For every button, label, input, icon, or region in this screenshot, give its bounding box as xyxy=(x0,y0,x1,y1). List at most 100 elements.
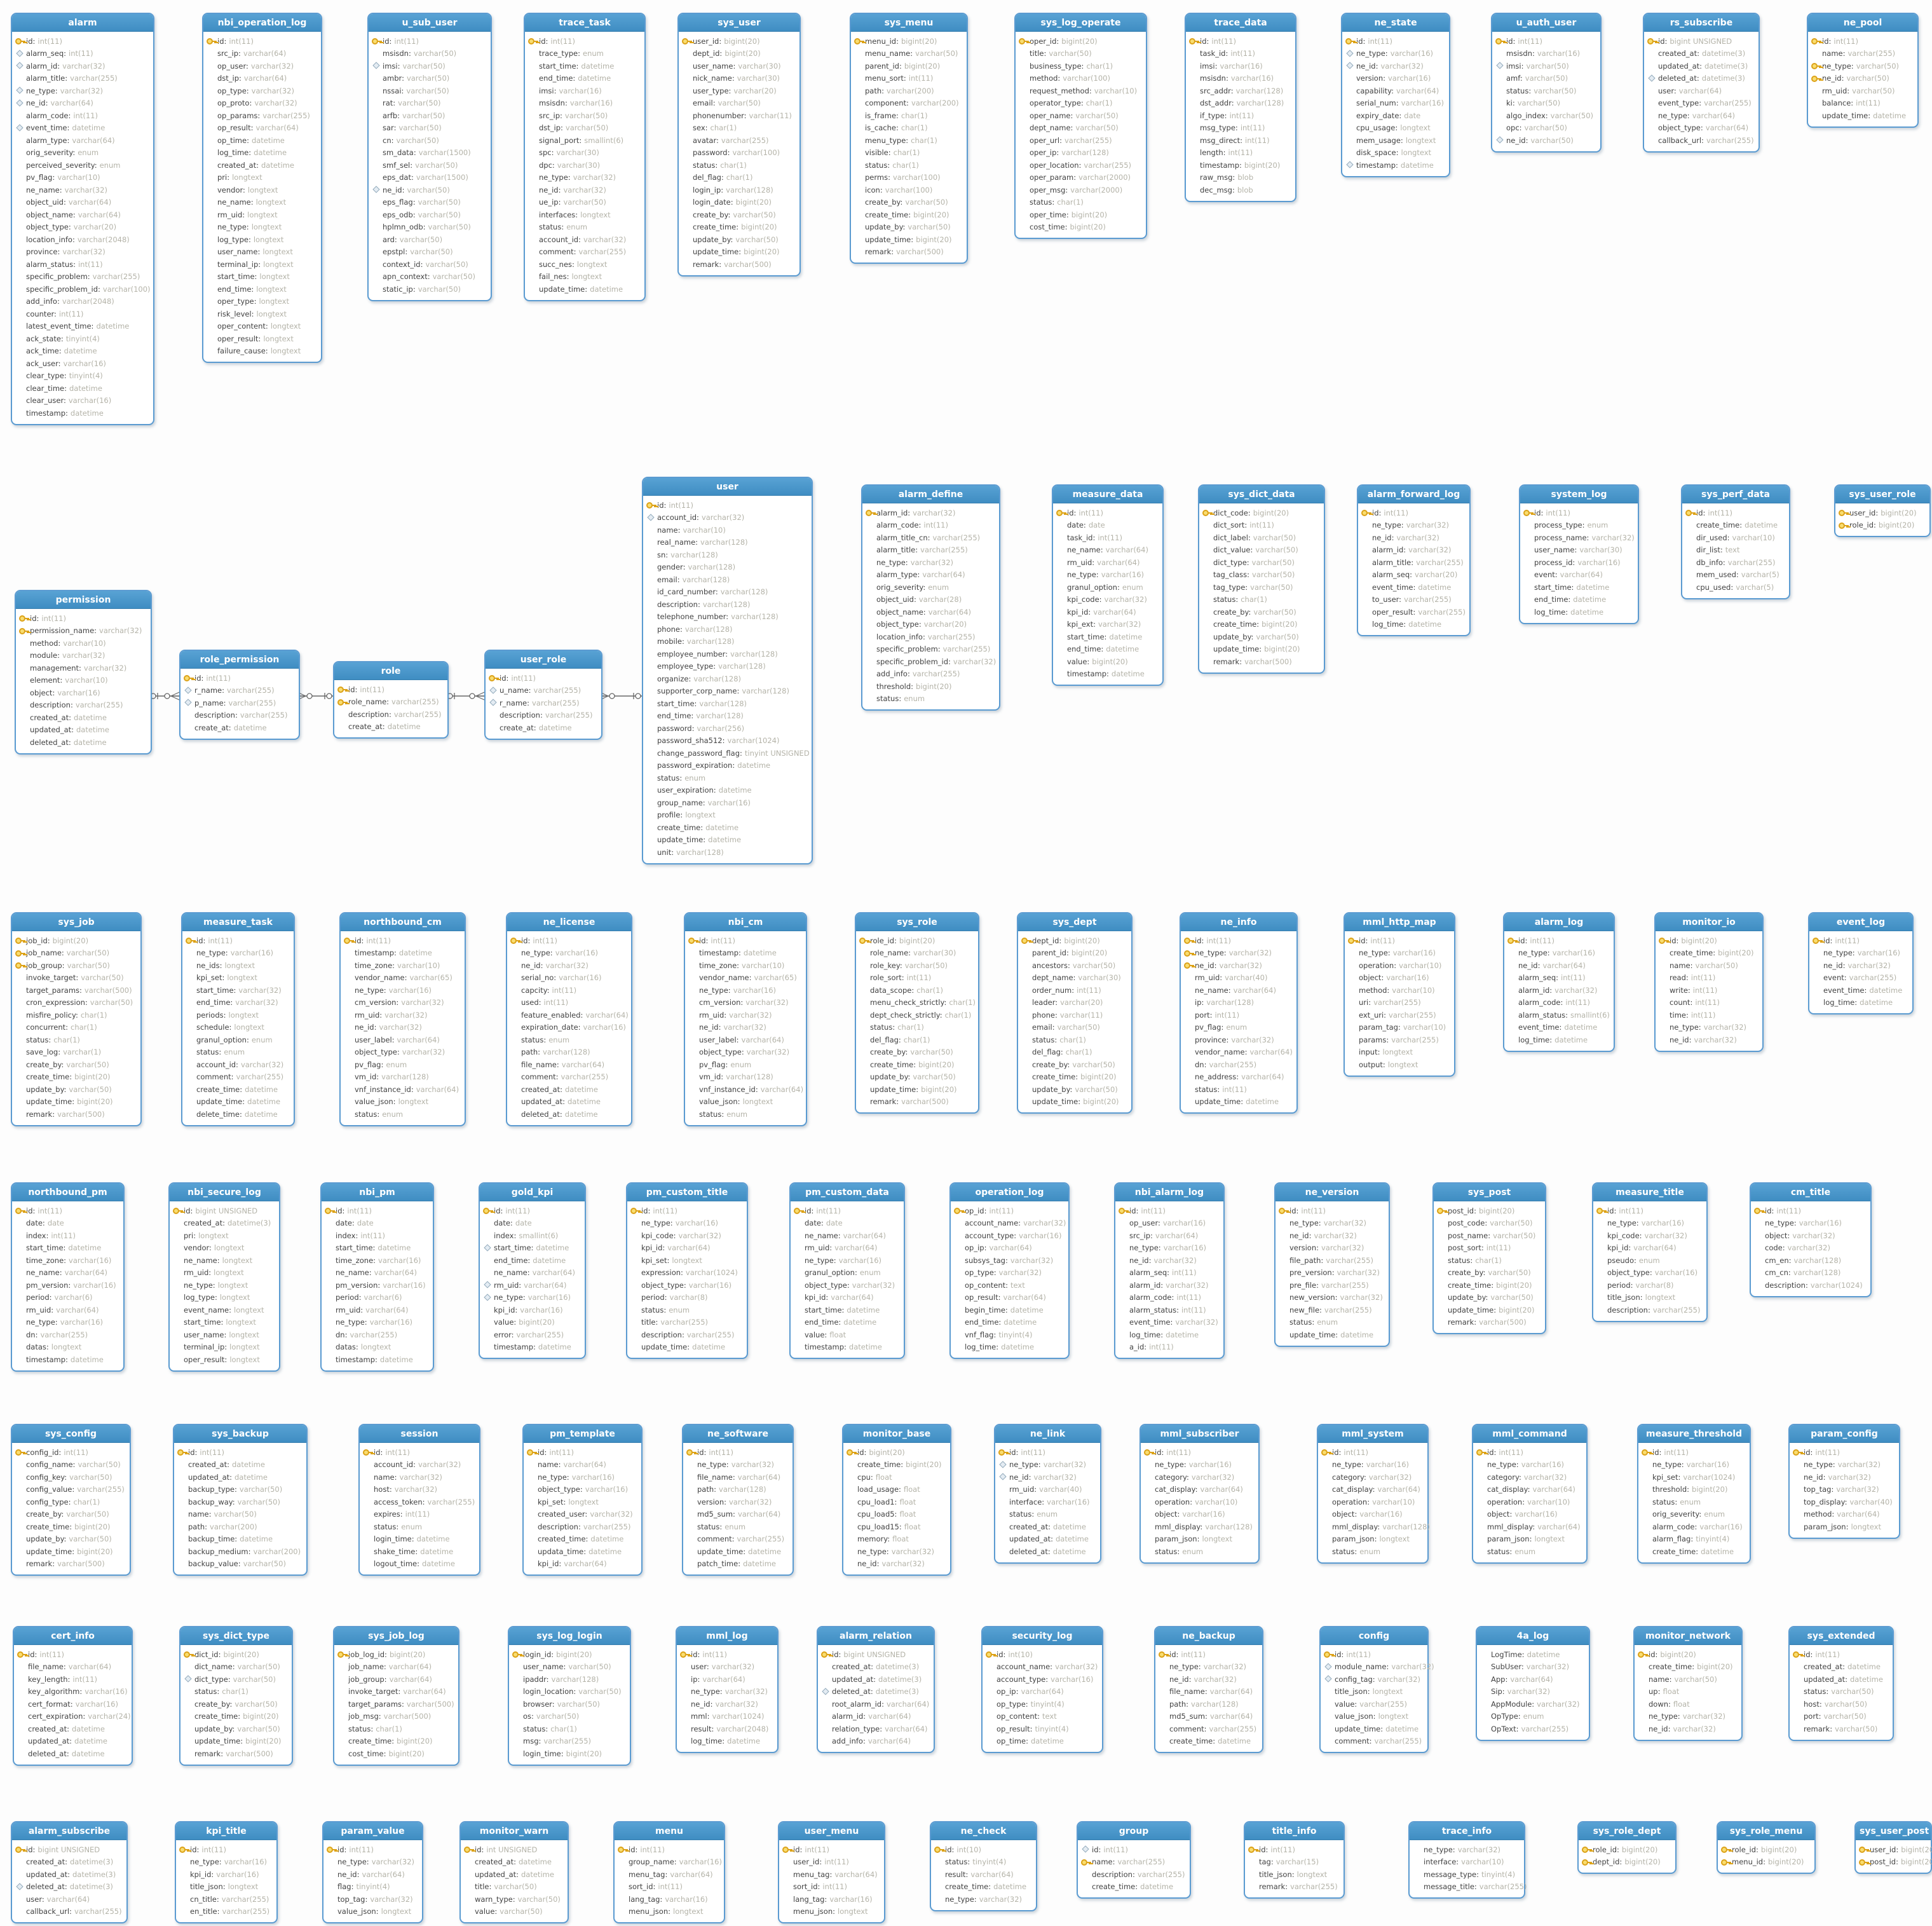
table-header[interactable]: ne_state xyxy=(1342,14,1449,32)
table-header[interactable]: monitor_warn xyxy=(461,1822,568,1840)
table-header[interactable]: sys_config xyxy=(12,1425,130,1443)
table-header[interactable]: role_permission xyxy=(180,651,299,669)
table-sys_menu[interactable]: sys_menu menu_id: bigint(20) menu_name: varc… xyxy=(850,13,968,264)
table-sys_extended[interactable]: sys_extended id: int(11) created_at: datetim… xyxy=(1788,1626,1894,1741)
table-trace_info[interactable]: trace_info ne_type: varchar(32) interface: v… xyxy=(1408,1821,1527,1899)
table-rs_subscribe[interactable]: rs_subscribe id: bigint UNSIGNED created_at… xyxy=(1643,13,1760,153)
table-header[interactable]: sys_perf_data xyxy=(1682,486,1789,503)
table-header[interactable]: trace_data xyxy=(1186,14,1295,32)
table-header[interactable]: sys_extended xyxy=(1790,1627,1893,1645)
table-header[interactable]: mml_log xyxy=(677,1627,777,1645)
table-header[interactable]: sys_job_log xyxy=(334,1627,458,1645)
table-monitor_base[interactable]: monitor_base id: bigint(20) create_time: big… xyxy=(842,1424,951,1576)
table-header[interactable]: session xyxy=(360,1425,479,1443)
table-sys_role_menu[interactable]: sys_role_menu role_id: bigint(20) menu_id: b… xyxy=(1717,1821,1816,1874)
table-header[interactable]: alarm xyxy=(12,14,153,32)
table-sys_job[interactable]: sys_job job_id: bigint(20) job_name: varchar… xyxy=(11,912,142,1126)
table-header[interactable]: sys_user_role xyxy=(1835,486,1929,503)
table-title_info[interactable]: title_info id: int(11) tag: varchar(15) title… xyxy=(1244,1821,1345,1899)
table-header[interactable]: event_log xyxy=(1809,913,1912,931)
table-header[interactable]: monitor_base xyxy=(843,1425,950,1443)
table-header[interactable]: sys_post xyxy=(1434,1184,1545,1201)
relationship-connector[interactable] xyxy=(149,692,180,700)
table-ne_backup[interactable]: ne_backup id: int(11) ne_type: varchar(32) ne… xyxy=(1154,1626,1263,1753)
table-monitor_io[interactable]: monitor_io id: bigint(20) create_time: bigin… xyxy=(1654,912,1764,1052)
table-header[interactable]: ne_version xyxy=(1276,1184,1389,1201)
table-event_log[interactable]: event_log id: int(11) ne_type: varchar(16) ne… xyxy=(1808,912,1914,1014)
table-nbi_cm[interactable]: nbi_cm id: int(11) timestamp: datetime time_z… xyxy=(684,912,807,1126)
table-system_log[interactable]: system_log id: int(11) process_type: enum pro… xyxy=(1519,484,1639,624)
table-mml_subscriber[interactable]: mml_subscriber id: int(11) ne_type: varchar(… xyxy=(1139,1424,1260,1564)
table-header[interactable]: ne_check xyxy=(931,1822,1036,1840)
table-header[interactable]: pm_custom_title xyxy=(627,1184,747,1201)
table-alarm[interactable]: alarm id: int(11) alarm_seq: int(11) alarm_id… xyxy=(11,13,154,425)
table-menu[interactable]: menu id: int(11) group_name: varchar(16) menu… xyxy=(613,1821,725,1923)
table-u_auth_user[interactable]: u_auth_user id: int(11) msisdn: varchar(16) i… xyxy=(1491,13,1602,153)
table-sys_user[interactable]: sys_user user_id: bigint(20) dept_id: bigint… xyxy=(677,13,801,277)
table-sys_dict_type[interactable]: sys_dict_type dict_id: bigint(20) dict_name… xyxy=(179,1626,293,1766)
table-mml_log[interactable]: mml_log id: int(11) user: varchar(32) ip: varc… xyxy=(676,1626,779,1753)
table-header[interactable]: nbi_cm xyxy=(685,913,806,931)
table-header[interactable]: northbound_pm xyxy=(12,1184,123,1201)
table-u_sub_user[interactable]: u_sub_user id: int(11) msisdn: varchar(50) im… xyxy=(367,13,492,301)
table-header[interactable]: permission xyxy=(16,591,151,609)
table-header[interactable]: ne_license xyxy=(507,913,631,931)
table-alarm_subscribe[interactable]: alarm_subscribe id: bigint UNSIGNED created… xyxy=(11,1821,128,1923)
table-header[interactable]: kpi_title xyxy=(176,1822,276,1840)
table-header[interactable]: nbi_secure_log xyxy=(170,1184,279,1201)
table-header[interactable]: user_menu xyxy=(779,1822,884,1840)
table-header[interactable]: ne_pool xyxy=(1808,14,1917,32)
table-permission[interactable]: permission id: int(11) permission_name: varc… xyxy=(15,590,152,755)
table-header[interactable]: sys_job xyxy=(12,913,140,931)
table-header[interactable]: sys_menu xyxy=(851,14,967,32)
relationship-connector[interactable] xyxy=(297,692,333,700)
table-ne_version[interactable]: ne_version id: int(11) ne_type: varchar(32) n… xyxy=(1274,1182,1390,1347)
table-header[interactable]: measure_data xyxy=(1053,486,1162,503)
table-header[interactable]: alarm_define xyxy=(862,486,999,503)
table-header[interactable]: rs_subscribe xyxy=(1644,14,1759,32)
table-sys_dept[interactable]: sys_dept dept_id: bigint(20) parent_id: bigi… xyxy=(1017,912,1133,1114)
table-header[interactable]: cert_info xyxy=(14,1627,132,1645)
table-header[interactable]: nbi_pm xyxy=(322,1184,433,1201)
table-pm_custom_title[interactable]: pm_custom_title id: int(11) ne_type: varchar… xyxy=(626,1182,748,1359)
table-ne_license[interactable]: ne_license id: int(11) ne_type: varchar(16) n… xyxy=(506,912,632,1126)
table-header[interactable]: mml_http_map xyxy=(1345,913,1454,931)
table-measure_task[interactable]: measure_task id: int(11) ne_type: varchar(16… xyxy=(181,912,295,1126)
table-header[interactable]: param_value xyxy=(323,1822,422,1840)
table-header[interactable]: user xyxy=(643,478,812,496)
table-cert_info[interactable]: cert_info id: int(11) file_name: varchar(64)… xyxy=(13,1626,133,1766)
table-header[interactable]: sys_user_post xyxy=(1856,1822,1931,1840)
table-header[interactable]: nbi_alarm_log xyxy=(1115,1184,1223,1201)
table-header[interactable]: mml_subscriber xyxy=(1141,1425,1258,1443)
table-header[interactable]: security_log xyxy=(983,1627,1102,1645)
table-group[interactable]: group id: int(11) name: varchar(255) descript… xyxy=(1077,1821,1191,1899)
table-header[interactable]: measure_task xyxy=(182,913,294,931)
table-header[interactable]: alarm_forward_log xyxy=(1358,486,1469,503)
table-trace_data[interactable]: trace_data id: int(11) task_id: int(11) imsi:… xyxy=(1185,13,1296,202)
table-monitor_network[interactable]: monitor_network id: bigint(20) create_time:… xyxy=(1633,1626,1743,1741)
table-alarm_forward_log[interactable]: alarm_forward_log id: int(11) ne_type: varch… xyxy=(1357,484,1471,636)
table-header[interactable]: cm_title xyxy=(1751,1184,1870,1201)
table-config[interactable]: config id: int(11) module_name: varchar(32) c… xyxy=(1319,1626,1434,1753)
table-header[interactable]: sys_log_operate xyxy=(1016,14,1146,32)
table-header[interactable]: trace_task xyxy=(525,14,644,32)
table-header[interactable]: sys_dict_data xyxy=(1199,486,1324,503)
table-nbi_operation_log[interactable]: nbi_operation_log id: int(11) src_ip: varcha… xyxy=(202,13,322,363)
table-ne_check[interactable]: ne_check id: int(10) status: tinyint(4) resul… xyxy=(930,1821,1037,1911)
relationship-connector[interactable] xyxy=(599,692,642,700)
table-header[interactable]: sys_log_login xyxy=(509,1627,630,1645)
table-alarm_define[interactable]: alarm_define alarm_id: varchar(32) alarm_co… xyxy=(861,484,1000,711)
table-header[interactable]: trace_info xyxy=(1410,1822,1524,1840)
table-header[interactable]: ne_link xyxy=(995,1425,1100,1443)
table-sys_user_post[interactable]: sys_user_postuser_id:bigint(20)post_id:b… xyxy=(1854,1821,1932,1874)
table-header[interactable]: u_auth_user xyxy=(1492,14,1600,32)
table-param_value[interactable]: param_value id: int(11) ne_type: varchar(32)… xyxy=(322,1821,423,1923)
table-header[interactable]: pm_custom_data xyxy=(791,1184,904,1201)
table-sys_backup[interactable]: sys_backup id: int(11) created_at: datetime u… xyxy=(173,1424,308,1576)
table-header[interactable]: sys_role_menu xyxy=(1718,1822,1814,1840)
table-header[interactable]: ne_info xyxy=(1181,913,1296,931)
table-mml_system[interactable]: mml_system id: int(11) ne_type: varchar(16) c… xyxy=(1317,1424,1430,1564)
table-ne_info[interactable]: ne_info id: int(11) ne_type: varchar(32) ne_i… xyxy=(1180,912,1298,1114)
table-sys_log_login[interactable]: sys_log_login login_id: bigint(20) user_nam… xyxy=(508,1626,631,1766)
table-header[interactable]: monitor_io xyxy=(1656,913,1762,931)
